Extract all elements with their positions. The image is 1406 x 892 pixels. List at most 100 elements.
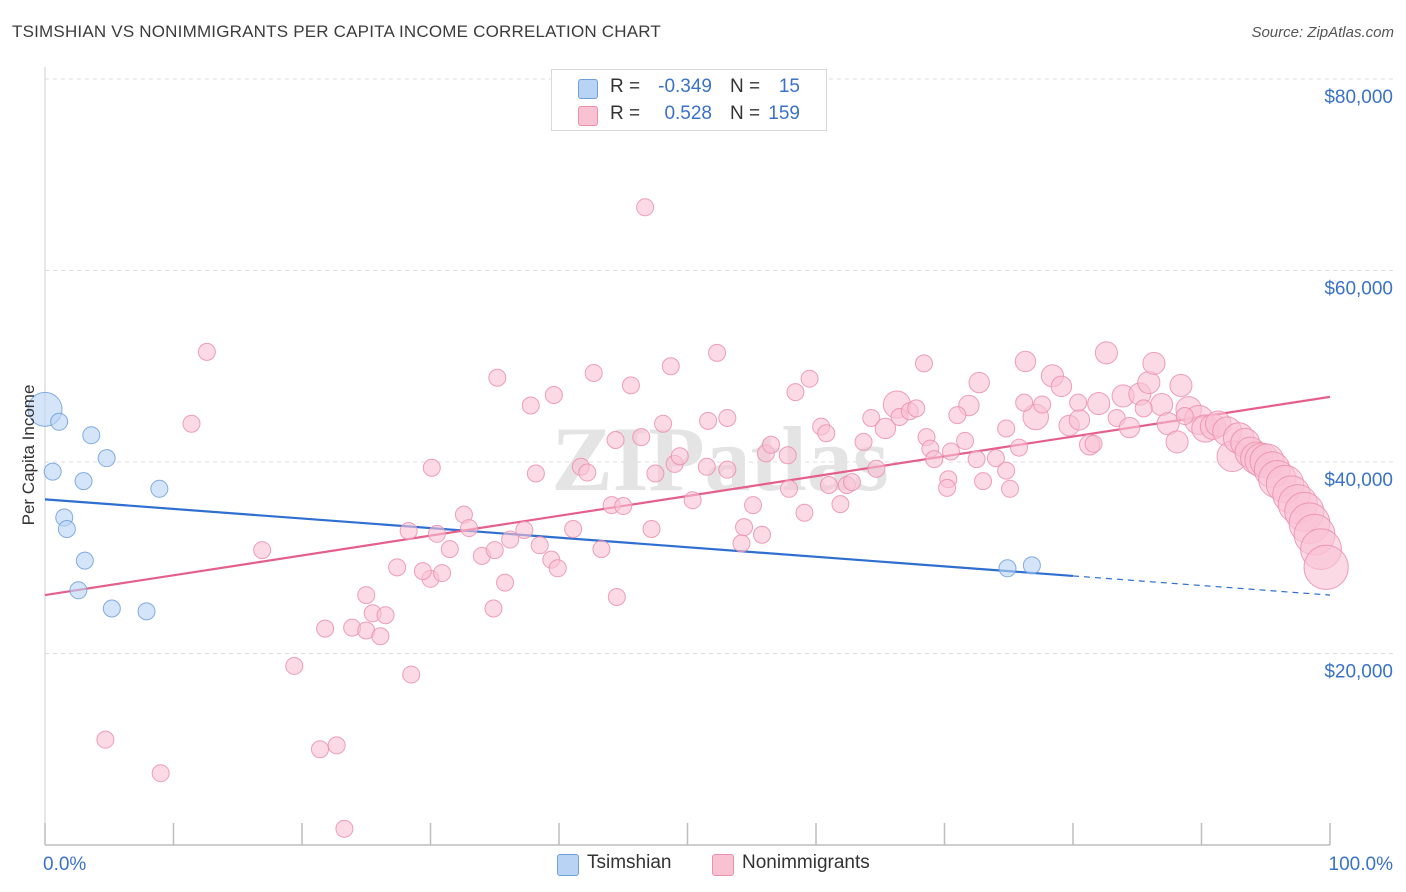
nonimmigrants-point xyxy=(427,524,446,543)
nonimmigrants-point xyxy=(986,449,1005,468)
nonimmigrants-point xyxy=(753,525,772,544)
nonimmigrants-point xyxy=(699,411,718,430)
nonimmigrants-point xyxy=(968,371,990,394)
nonimmigrants-point xyxy=(488,368,507,387)
nonimmigrants-point xyxy=(1134,399,1153,418)
nonimmigrants-point xyxy=(501,530,520,549)
nonimmigrants-point xyxy=(521,396,540,415)
label-layer: $20,000 $40,000 $60,000 $80,000 0.0% 100.0% xyxy=(43,87,1393,875)
tsimshian-point xyxy=(57,520,76,539)
nonimmigrants-point xyxy=(636,198,655,217)
nonimmigrants-point xyxy=(607,588,626,607)
legend-swatch-blue xyxy=(578,79,598,99)
tsimshian-point xyxy=(74,472,93,491)
nonimmigrants-point xyxy=(371,627,390,646)
nonimmigrants-point xyxy=(819,475,838,494)
nonimmigrants-point xyxy=(440,540,459,559)
nonimmigrants-point xyxy=(718,460,737,479)
nonimmigrants-point xyxy=(515,520,534,539)
nonimmigrants-point xyxy=(997,461,1016,480)
nonimmigrants-point xyxy=(1142,351,1166,375)
nonimmigrants-point xyxy=(96,730,115,749)
nonimmigrants-point xyxy=(997,419,1016,438)
nonimmigrants-point xyxy=(718,408,737,427)
nonimmigrants-point xyxy=(592,540,611,559)
legend-row-nonimmigrants: R = 0.528 N = 159 xyxy=(552,101,826,128)
nonimmigrants-point xyxy=(842,473,861,492)
nonimmigrants-point xyxy=(413,562,432,581)
x-tick-label: 100.0% xyxy=(1329,854,1394,875)
nonimmigrants-point xyxy=(632,428,651,447)
nonimmigrants-point xyxy=(485,541,504,560)
nonimmigrants-point xyxy=(795,503,814,522)
tsimshian-point xyxy=(69,581,88,600)
nonimmigrants-point xyxy=(1169,373,1193,397)
nonimmigrants-point xyxy=(1094,341,1118,365)
nonimmigrants-point xyxy=(433,564,452,583)
nonimmigrants-point xyxy=(907,399,926,418)
y-tick-label: $20,000 xyxy=(1324,662,1393,683)
nonimmigrants-point xyxy=(941,442,960,461)
r-value: 0.528 xyxy=(664,103,712,124)
nonimmigrants-point xyxy=(606,430,625,449)
nonimmigrants-point xyxy=(780,479,799,498)
tsimshian-point xyxy=(75,551,94,570)
nonimmigrants-point xyxy=(1069,393,1088,412)
nonimmigrants-point xyxy=(683,491,702,510)
stats-legend: R = -0.349 N = 15 R = 0.528 N = 159 xyxy=(551,69,827,131)
nonimmigrants-point xyxy=(948,406,967,425)
n-label: N = xyxy=(730,76,761,97)
nonimmigrants-point xyxy=(253,541,272,560)
nonimmigrants-point xyxy=(874,417,897,440)
nonimmigrants-point xyxy=(335,819,354,838)
legend-swatch-pink xyxy=(712,854,734,876)
nonimmigrants-point xyxy=(484,599,503,618)
nonimmigrants-point xyxy=(460,519,479,538)
nonimmigrants-point xyxy=(697,457,716,476)
grid-layer xyxy=(45,78,1395,654)
nonimmigrants-point xyxy=(732,534,751,553)
nonimmigrants-point xyxy=(621,376,640,395)
nonimmigrants-point xyxy=(708,343,727,362)
nonimmigrants-point xyxy=(735,518,754,537)
nonimmigrants-point xyxy=(925,450,944,469)
n-value: 159 xyxy=(768,103,800,124)
nonimmigrants-point xyxy=(316,619,335,638)
x-tick-label: 0.0% xyxy=(43,854,86,875)
n-label: N = xyxy=(730,103,761,124)
n-value: 15 xyxy=(778,76,800,97)
nonimmigrants-point xyxy=(544,385,563,404)
nonimmigrants-point xyxy=(182,414,201,433)
chart-title: TSIMSHIAN VS NONIMMIGRANTS PER CAPITA IN… xyxy=(12,22,662,41)
nonimmigrants-point xyxy=(584,363,603,382)
legend-label: Tsimshian xyxy=(587,852,672,873)
nonimmigrants-point xyxy=(654,414,673,433)
nonimmigrants-point xyxy=(614,497,633,516)
y-tick-label: $80,000 xyxy=(1324,87,1393,108)
nonimmigrants-point xyxy=(1001,479,1020,498)
nonimmigrants-point xyxy=(867,459,886,478)
nonimmigrants-point xyxy=(800,369,819,388)
tsimshian-point xyxy=(150,479,169,498)
nonimmigrants-point xyxy=(564,520,583,539)
nonimmigrants-point xyxy=(817,424,836,443)
nonimmigrants-point xyxy=(642,520,661,539)
nonimmigrants-point xyxy=(1033,395,1052,414)
y-tick-label: $40,000 xyxy=(1324,470,1393,491)
nonimmigrants-point xyxy=(285,656,304,675)
watermark: ZIPatlas xyxy=(551,408,888,510)
points-layer xyxy=(27,198,1349,838)
nonimmigrants-point xyxy=(578,463,597,482)
nonimmigrants-point xyxy=(530,536,549,555)
nonimmigrants-point xyxy=(548,559,567,578)
nonimmigrants-point xyxy=(778,446,797,465)
tsimshian-point xyxy=(998,559,1017,578)
legend-label: Nonimmigrants xyxy=(742,852,870,873)
nonimmigrants-point xyxy=(1015,393,1034,412)
tsimshian-point xyxy=(97,449,116,468)
nonimmigrants-point xyxy=(1087,392,1111,416)
r-label: R = xyxy=(610,76,641,97)
nonimmigrants-point xyxy=(1118,416,1141,439)
axis-layer xyxy=(44,67,1331,846)
nonimmigrants-point xyxy=(327,736,346,755)
